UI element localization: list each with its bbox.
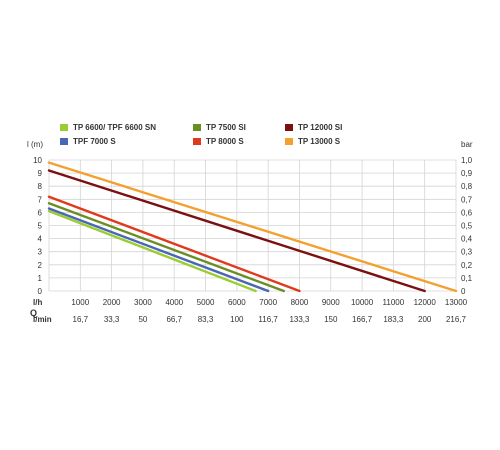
y2-tick-label: 0,8 [461,182,473,191]
y-tick-label: 8 [38,182,43,191]
x-tick-label-lh: 3000 [134,298,152,307]
series-line [47,169,426,293]
legend-label: TP 13000 S [298,137,341,146]
x-tick-label-lmin: 216,7 [446,315,467,324]
y-tick-label: 6 [38,208,43,217]
x-tick-label-lmin: 66,7 [166,315,182,324]
y-tick-label: 1 [38,274,43,283]
y2-tick-label: 0,1 [461,274,473,283]
lmin-row-label: l/min [33,315,52,324]
y-tick-label: 3 [38,248,43,257]
legend-label: TP 8000 S [206,137,244,146]
x-tick-label-lmin: 200 [418,315,432,324]
x-tick-label-lh: 7000 [259,298,277,307]
y2-tick-label: 0 [461,287,466,296]
x-tick-label-lh: 10000 [351,298,374,307]
q-label: Q [30,308,37,318]
x-tick-label-lh: 6000 [228,298,246,307]
y-tick-label: 5 [38,222,43,231]
y-tick-label: 10 [33,156,42,165]
series-line [47,161,458,293]
legend-swatch [285,138,293,145]
x-tick-label-lh: 12000 [414,298,437,307]
x-tick-label-lmin: 83,3 [198,315,214,324]
x-tick-label-lh: 4000 [165,298,183,307]
legend: TP 6600/ TPF 6600 SN TPF 7000 S TP 7500 SI… [60,123,342,146]
x-tick-label-lh: 8000 [291,298,309,307]
y2-tick-label: 0,7 [461,195,473,204]
x-tick-label-lh: 9000 [322,298,340,307]
x-tick-label-lmin: 116,7 [258,315,278,324]
x-tick-label-lmin: 16,7 [73,315,89,324]
legend-swatch [193,138,201,145]
series-line [47,201,285,293]
y2-tick-label: 1,0 [461,156,473,165]
legend-swatch [193,124,201,131]
legend-swatch [60,124,68,131]
series-line [47,207,270,293]
x-tick-label-lmin: 183,3 [383,315,404,324]
x-tick-label-lmin: 133,3 [289,315,310,324]
x-tick-label-lh: 13000 [445,298,468,307]
y2-tick-label: 0,6 [461,208,473,217]
x-tick-label-lh: 2000 [103,298,121,307]
lh-row-label: l/h [33,298,42,307]
series-line [47,209,257,293]
y2-tick-label: 0,9 [461,169,473,178]
series-lines [47,161,458,293]
y2-tick-label: 0,5 [461,222,473,231]
x-tick-label-lh: 5000 [197,298,215,307]
x-tick-label-lmin: 50 [138,315,147,324]
x-tick-label-lh: 11000 [383,298,405,307]
y2-tick-label: 0,4 [461,235,473,244]
legend-label: TP 6600/ TPF 6600 SN [73,123,156,132]
y-tick-label: 7 [38,195,43,204]
x-tick-label-lmin: 166,7 [352,315,373,324]
x-tick-label-lmin: 150 [324,315,338,324]
y-tick-label: 9 [38,169,43,178]
y-tick-label: 0 [38,287,43,296]
y-axis-title: l (m) [27,140,43,149]
x-tick-label-lmin: 100 [230,315,244,324]
legend-label: TP 12000 SI [298,123,342,132]
y-tick-label: 4 [38,235,43,244]
y2-tick-label: 0,2 [461,261,473,270]
legend-swatch [60,138,68,145]
series-line [47,195,301,293]
x-tick-label-lh: 1000 [71,298,89,307]
axes: 01234567891000,10,20,30,40,50,60,70,80,9… [27,140,473,324]
legend-swatch [285,124,293,131]
legend-label: TPF 7000 S [73,137,116,146]
y2-axis-title: bar [461,140,473,149]
legend-label: TP 7500 SI [206,123,246,132]
x-tick-label-lmin: 33,3 [104,315,120,324]
y-tick-label: 2 [38,261,43,270]
y2-tick-label: 0,3 [461,248,473,257]
